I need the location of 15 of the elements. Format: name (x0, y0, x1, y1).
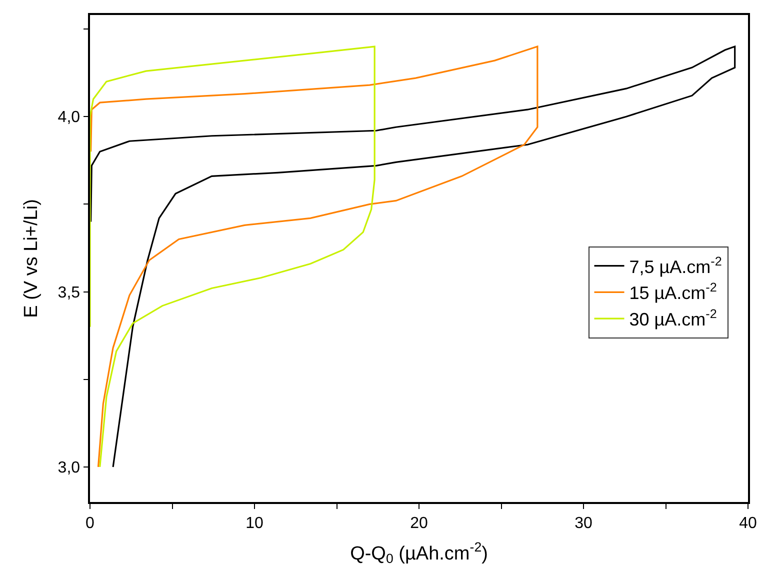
line-series (90, 46, 376, 468)
y-tick-label: 4,0 (58, 109, 80, 126)
y-tick-label: 3,5 (58, 284, 80, 302)
x-tick-label: 30 (574, 514, 592, 532)
x-tick-label: 40 (739, 514, 757, 532)
legend-label: 7,5 µA.cm$^{-2}$ (629, 254, 722, 277)
legend-label: 30 µA.cm$^{-2}$ (629, 307, 717, 330)
legend-label: 15 µA.cm$^{-2}$ (629, 280, 717, 304)
x-tick-label: 20 (410, 514, 428, 532)
y-axis-title: E (V vs Li+/Li) (21, 199, 42, 318)
y-tick-label: 3,0 (58, 460, 80, 477)
x-axis-title: Q-Q$_{0}$ (µAh.cm$^{-2}$) (350, 539, 488, 566)
line-series (90, 46, 538, 468)
x-tick-label: 0 (86, 514, 95, 532)
x-tick-label: 10 (246, 514, 264, 532)
